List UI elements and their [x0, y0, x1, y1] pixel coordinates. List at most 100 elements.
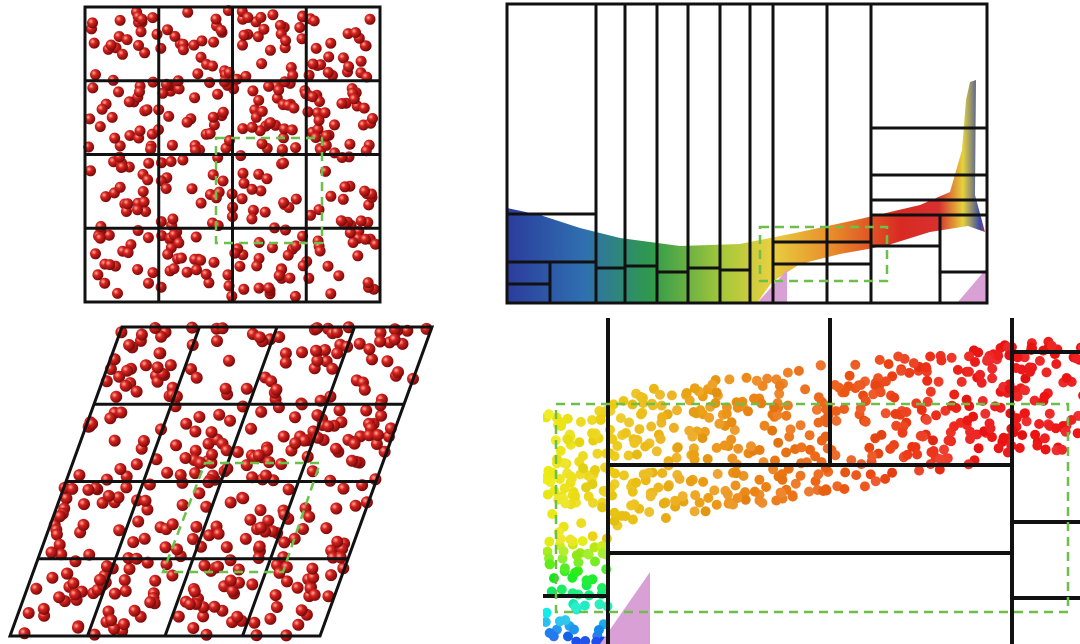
particle [136, 13, 148, 25]
particle [282, 249, 294, 261]
particle [163, 110, 175, 122]
particle [302, 106, 314, 118]
particle [208, 256, 220, 268]
particle [987, 373, 998, 384]
particle [278, 157, 289, 169]
particle [1046, 340, 1057, 351]
particle [668, 422, 679, 433]
particle [281, 575, 293, 588]
particle [138, 196, 150, 208]
particle [182, 6, 194, 18]
particle [670, 495, 681, 506]
particle [590, 556, 600, 567]
particle [850, 359, 861, 370]
particle [570, 491, 581, 502]
particle [132, 225, 144, 236]
particle [303, 510, 316, 523]
particle [193, 411, 206, 423]
particle [179, 452, 192, 464]
particle [123, 339, 136, 351]
particle [261, 173, 273, 185]
particle [253, 94, 265, 106]
particle [46, 571, 59, 584]
particle [1044, 408, 1055, 419]
particle [320, 139, 332, 151]
particle [388, 333, 401, 346]
particle [94, 232, 106, 244]
particle [331, 326, 343, 339]
particle [276, 144, 288, 155]
particle [640, 441, 651, 452]
particle [813, 392, 824, 403]
particle [319, 344, 331, 356]
particle [187, 533, 199, 545]
particle [204, 77, 216, 88]
particle [142, 232, 154, 244]
particle [951, 403, 962, 413]
particle [349, 499, 362, 512]
particle [874, 354, 885, 365]
particle [69, 555, 82, 568]
particle [331, 347, 344, 360]
particle [274, 19, 286, 31]
particle [53, 538, 66, 551]
particle [925, 351, 936, 362]
particle [804, 486, 814, 497]
particle [37, 602, 50, 615]
particle [103, 229, 115, 241]
particle [392, 366, 404, 379]
particle [180, 417, 193, 430]
particle [151, 28, 163, 40]
particle [549, 573, 559, 584]
particle [100, 191, 112, 203]
particle [963, 366, 974, 377]
particle [830, 450, 841, 461]
particle [112, 287, 123, 299]
particle [581, 575, 592, 586]
particle [634, 424, 645, 435]
particle [714, 418, 725, 429]
particle [722, 489, 733, 500]
particle [100, 473, 113, 486]
particle [559, 483, 570, 494]
particle [362, 277, 374, 289]
particle [181, 266, 193, 278]
particle [191, 264, 202, 276]
particle [672, 442, 683, 453]
particle [620, 511, 631, 522]
particle [867, 451, 878, 462]
particle [890, 409, 901, 419]
particle [689, 383, 700, 394]
particle [730, 480, 741, 491]
particle [92, 269, 104, 281]
particle [355, 215, 367, 227]
particle [252, 449, 265, 462]
particle [689, 449, 699, 460]
particle [119, 585, 132, 597]
particle [544, 536, 555, 547]
particle [322, 420, 335, 433]
particle [583, 491, 594, 502]
particle [155, 42, 167, 54]
particle [240, 382, 253, 395]
particle [234, 260, 246, 272]
particle [914, 465, 925, 476]
particle [731, 468, 742, 479]
particle [987, 432, 997, 443]
particle [192, 68, 204, 80]
particle [264, 117, 276, 129]
particle [270, 601, 283, 613]
particle [577, 536, 588, 547]
particle [208, 36, 220, 48]
particle [636, 409, 646, 420]
particle [620, 428, 631, 438]
particle [310, 132, 322, 143]
particle [651, 446, 662, 457]
particle [1019, 352, 1030, 363]
particle [217, 106, 229, 118]
particle [364, 13, 376, 25]
grid-frame [7, 325, 435, 638]
particles [543, 336, 1080, 644]
particle [952, 364, 963, 375]
